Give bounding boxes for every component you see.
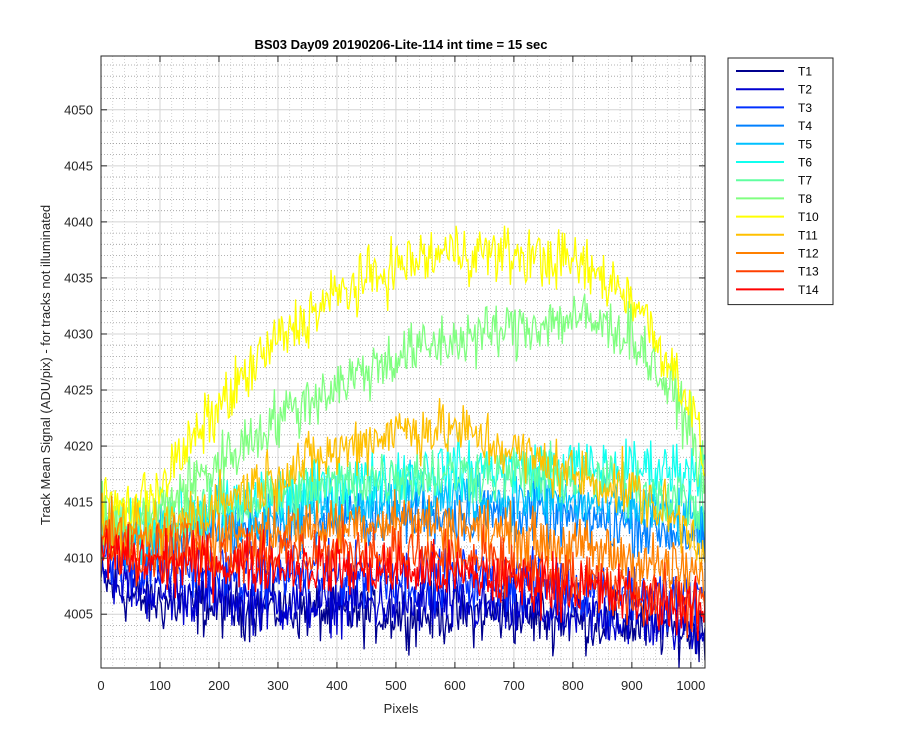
legend-label: T13 bbox=[798, 265, 819, 279]
x-tick-label: 0 bbox=[97, 678, 104, 693]
y-tick-label: 4020 bbox=[64, 439, 93, 454]
legend-label: T12 bbox=[798, 247, 819, 261]
legend-box bbox=[727, 57, 834, 306]
x-tick-label: 1000 bbox=[676, 678, 705, 693]
legend-label: T10 bbox=[798, 210, 819, 224]
chart-title: BS03 Day09 20190206-Lite-114 int time = … bbox=[254, 37, 547, 52]
series-line-t13 bbox=[101, 519, 705, 639]
y-tick-label: 4045 bbox=[64, 158, 93, 173]
series-line-t14 bbox=[101, 523, 705, 641]
legend-label: T11 bbox=[798, 228, 818, 242]
y-tick-label: 4010 bbox=[64, 551, 93, 566]
legend-label: T14 bbox=[798, 283, 819, 297]
legend-label: T2 bbox=[798, 83, 812, 97]
series-line-t8 bbox=[101, 293, 705, 548]
legend-label: T8 bbox=[798, 192, 812, 206]
y-tick-label: 4040 bbox=[64, 214, 93, 229]
x-tick-label: 800 bbox=[562, 678, 584, 693]
plot-area bbox=[101, 225, 705, 668]
legend-label: T4 bbox=[798, 119, 812, 133]
x-tick-label: 100 bbox=[149, 678, 171, 693]
legend-label: T7 bbox=[798, 174, 812, 188]
series-line-t11 bbox=[101, 398, 705, 573]
y-axis-label: Track Mean Signal (ADU/pix) - for tracks… bbox=[38, 205, 53, 525]
y-tick-label: 4015 bbox=[64, 495, 93, 510]
legend-label: T6 bbox=[798, 156, 812, 170]
legend-label: T3 bbox=[798, 101, 812, 115]
x-tick-label: 400 bbox=[326, 678, 348, 693]
x-tick-label: 700 bbox=[503, 678, 525, 693]
y-tick-label: 4050 bbox=[64, 102, 93, 117]
series-line-t10 bbox=[101, 225, 705, 535]
x-tick-label: 200 bbox=[208, 678, 230, 693]
legend-label: T5 bbox=[798, 137, 812, 151]
x-tick-label: 300 bbox=[267, 678, 289, 693]
x-axis-label: Pixels bbox=[384, 701, 419, 716]
y-tick-label: 4035 bbox=[64, 270, 93, 285]
y-tick-label: 4030 bbox=[64, 326, 93, 341]
y-tick-label: 4005 bbox=[64, 607, 93, 622]
axes-box bbox=[100, 55, 706, 669]
y-tick-label: 4025 bbox=[64, 383, 93, 398]
x-tick-label: 500 bbox=[385, 678, 407, 693]
x-tick-label: 900 bbox=[621, 678, 643, 693]
axes: 0 100 200 300 400 500 600 700 800 900 1000 4005 4010… bbox=[64, 55, 706, 693]
legend: T1 T2 T3 T4 T5 T6 T7 T8 T10 T11 T12 T13 T14 bbox=[727, 57, 834, 306]
x-tick-label: 600 bbox=[444, 678, 466, 693]
legend-label: T1 bbox=[798, 65, 812, 79]
